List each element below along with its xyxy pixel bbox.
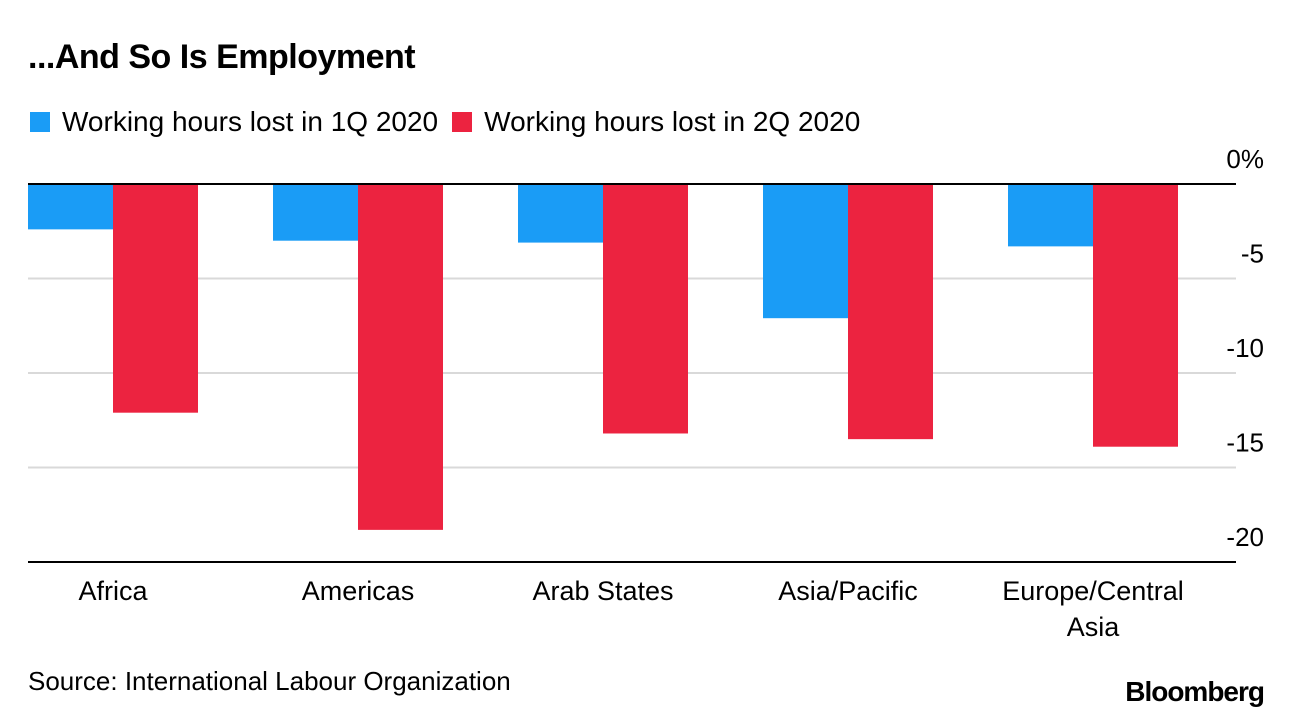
bar-1q <box>518 184 603 243</box>
bar-2q <box>113 184 198 413</box>
x-tick-label: Arab States <box>532 576 673 606</box>
source-note: Source: International Labour Organizatio… <box>28 666 511 696</box>
x-tick-label: Europe/Central Asia <box>1002 576 1184 642</box>
x-tick-label-line: Asia <box>1067 612 1121 642</box>
x-tick-label-line: Europe/Central <box>1002 576 1184 606</box>
bloomberg-logo: Bloomberg <box>1125 676 1265 707</box>
y-tick-label: -10 <box>1226 333 1264 363</box>
legend: Working hours lost in 1Q 2020 Working ho… <box>30 104 874 140</box>
x-tick-label: Africa <box>78 576 148 606</box>
x-tick-label-line: Africa <box>78 576 148 606</box>
bar-2q <box>603 184 688 434</box>
legend-label-2q: Working hours lost in 2Q 2020 <box>484 106 861 137</box>
bar-2q <box>358 184 443 530</box>
y-tick-label: -15 <box>1226 428 1264 458</box>
legend-item-1q: Working hours lost in 1Q 2020 <box>30 106 438 138</box>
x-tick-label-line: Arab States <box>532 576 673 606</box>
y-tick-label: -20 <box>1226 522 1264 552</box>
bar-1q <box>28 184 113 230</box>
x-tick-label-line: Americas <box>302 576 415 606</box>
x-tick-label-line: Asia/Pacific <box>778 576 918 606</box>
legend-item-2q: Working hours lost in 2Q 2020 <box>452 106 860 138</box>
bar-1q <box>763 184 848 319</box>
legend-swatch-2q <box>452 112 473 132</box>
bar-2q <box>1093 184 1178 447</box>
bar-2q <box>848 184 933 440</box>
chart-title: ...And So Is Employment <box>28 38 416 76</box>
bar-1q <box>273 184 358 241</box>
y-tick-label: -5 <box>1241 239 1264 269</box>
legend-label-1q: Working hours lost in 1Q 2020 <box>62 106 439 137</box>
bar-1q <box>1008 184 1093 247</box>
x-tick-label: Americas <box>302 576 415 606</box>
legend-swatch-1q <box>30 112 50 132</box>
x-tick-label: Asia/Pacific <box>778 576 918 606</box>
y-tick-label: 0% <box>1226 144 1264 174</box>
